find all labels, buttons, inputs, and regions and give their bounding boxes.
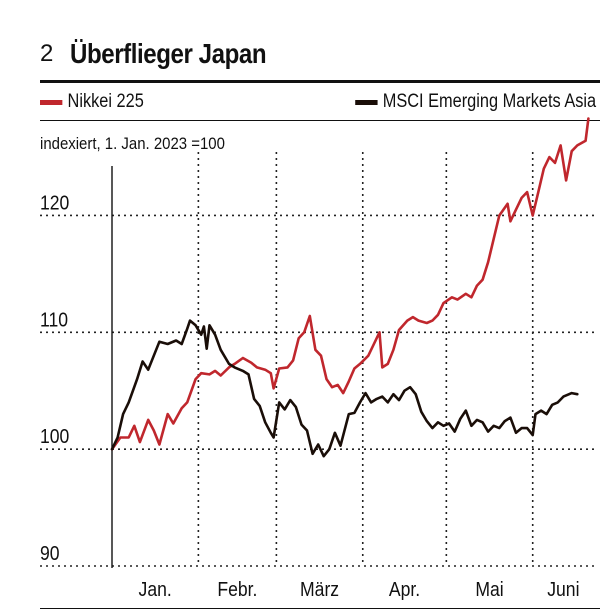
figure-header: 2 Überflieger Japan — [40, 38, 600, 78]
msci-series-line — [110, 319, 579, 458]
y-tick-label: 90 — [40, 542, 60, 564]
x-tick-label: Jan. — [139, 578, 172, 600]
legend-label-msci: MSCI Emerging Markets Asia — [382, 91, 596, 112]
nikkei-series-line — [110, 117, 590, 451]
legend-swatch-msci — [355, 99, 378, 105]
legend-label-nikkei: Nikkei 225 — [67, 91, 144, 112]
legend-swatch-nikkei — [40, 99, 63, 105]
bottom-rule — [40, 608, 600, 609]
y-tick-label: 100 — [40, 425, 69, 447]
chart-subtitle: indexiert, 1. Jan. 2023 =100 — [40, 135, 225, 153]
x-tick-label: März — [300, 578, 339, 600]
chart-title: Überflieger Japan — [70, 38, 267, 69]
chart-legend: Nikkei 225 MSCI Emerging Markets Asia — [40, 91, 596, 117]
x-tick-label: Febr. — [217, 578, 257, 600]
y-tick-label: 110 — [40, 308, 68, 330]
legend-item-msci: MSCI Emerging Markets Asia — [355, 91, 596, 113]
x-tick-label: Juni — [547, 578, 579, 600]
x-tick-label: Mai — [475, 578, 503, 600]
legend-rule — [40, 120, 600, 121]
figure-number: 2 — [40, 40, 54, 67]
legend-item-nikkei: Nikkei 225 — [40, 91, 144, 113]
y-tick-label: 120 — [40, 191, 69, 213]
title-rule — [40, 80, 600, 83]
x-tick-label: Apr. — [389, 578, 420, 600]
